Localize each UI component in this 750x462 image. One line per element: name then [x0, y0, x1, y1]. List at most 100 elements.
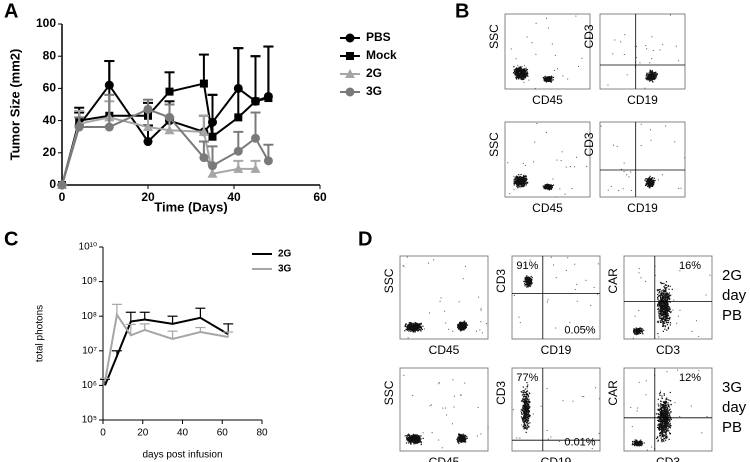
- event-dot: [480, 321, 482, 323]
- event-dot: [663, 434, 666, 436]
- event-dot: [657, 303, 659, 305]
- event-dot: [663, 316, 665, 318]
- event-dot: [635, 333, 637, 335]
- event-dot: [549, 186, 551, 188]
- event-dot: [520, 74, 523, 76]
- error-bar: [139, 311, 150, 320]
- event-dot: [524, 176, 526, 178]
- event-dot: [650, 185, 652, 187]
- event-dot: [418, 441, 420, 444]
- event-dot: [521, 412, 523, 414]
- event-dot: [652, 184, 655, 186]
- event-dot: [515, 72, 517, 74]
- event-dot: [661, 319, 663, 321]
- event-dot: [521, 73, 524, 75]
- event-dot: [663, 286, 665, 288]
- event-dot: [525, 396, 527, 398]
- event-dot: [463, 440, 465, 442]
- event-dot: [521, 76, 524, 78]
- event-dot: [660, 314, 662, 316]
- event-dot: [668, 311, 671, 313]
- event-dot: [572, 400, 574, 402]
- event-dot: [524, 421, 526, 423]
- event-dot: [525, 178, 527, 180]
- event-dot: [662, 291, 664, 293]
- event-dot: [666, 295, 668, 298]
- event-dot: [575, 15, 577, 17]
- event-dot: [527, 281, 529, 283]
- event-dot: [516, 74, 519, 77]
- event-dot: [524, 75, 526, 78]
- event-dot: [458, 328, 460, 330]
- event-dot: [465, 441, 467, 443]
- event-dot: [516, 69, 518, 71]
- event-dot: [670, 294, 672, 296]
- event-dot: [459, 330, 462, 332]
- event-dot: [658, 302, 660, 304]
- event-dot: [464, 382, 466, 384]
- event-dot: [656, 73, 658, 76]
- event-dot: [406, 438, 408, 440]
- event-dot: [633, 331, 635, 334]
- event-dot: [651, 184, 653, 186]
- event-dot: [663, 295, 665, 297]
- event-dot: [657, 290, 659, 292]
- event-dot: [554, 54, 556, 56]
- event-dot: [529, 259, 531, 261]
- event-dot: [456, 440, 459, 442]
- event-dot: [628, 176, 630, 178]
- event-dot: [420, 330, 422, 332]
- flow-y-label: CD3: [582, 24, 596, 48]
- event-dot: [623, 171, 625, 173]
- event-dot: [529, 414, 531, 416]
- event-dot: [665, 125, 667, 127]
- event-dot: [661, 438, 663, 441]
- event-dot: [657, 179, 659, 181]
- event-dot: [512, 409, 514, 411]
- event-dot: [638, 333, 640, 335]
- event-dot: [669, 297, 671, 299]
- event-dot: [545, 77, 547, 79]
- event-dot: [626, 174, 628, 176]
- event-dot: [526, 405, 528, 407]
- event-dot: [521, 78, 524, 81]
- event-dot: [423, 328, 425, 330]
- event-dot: [519, 67, 522, 69]
- event-dot: [665, 290, 667, 292]
- event-dot: [653, 177, 655, 179]
- event-dot: [666, 314, 668, 316]
- event-dot: [448, 328, 450, 330]
- event-dot: [633, 330, 635, 332]
- event-dot: [651, 70, 653, 72]
- event-dot: [664, 311, 666, 313]
- event-dot: [667, 314, 669, 316]
- event-dot: [519, 322, 521, 324]
- event-dot: [634, 329, 636, 331]
- event-dot: [460, 330, 462, 332]
- event-dot: [519, 183, 521, 185]
- event-dot: [660, 311, 662, 313]
- event-dot: [463, 439, 465, 442]
- event-dot: [549, 79, 551, 81]
- event-dot: [407, 337, 409, 339]
- event-dot: [598, 398, 600, 400]
- event-dot: [521, 76, 523, 78]
- event-dot: [457, 437, 459, 439]
- event-dot: [412, 441, 415, 444]
- series-line: [61, 82, 269, 186]
- event-dot: [665, 433, 667, 435]
- event-dot: [524, 277, 526, 279]
- event-dot: [657, 405, 660, 407]
- event-dot: [663, 318, 665, 320]
- event-dot: [635, 331, 637, 333]
- event-dot: [516, 70, 519, 72]
- event-dot: [532, 413, 534, 415]
- event-dot: [661, 293, 663, 296]
- event-dot: [517, 68, 519, 70]
- event-dot: [528, 281, 530, 284]
- event-dot: [507, 162, 509, 164]
- event-dot: [667, 327, 670, 330]
- event-dot: [665, 424, 667, 426]
- event-dot: [666, 287, 668, 289]
